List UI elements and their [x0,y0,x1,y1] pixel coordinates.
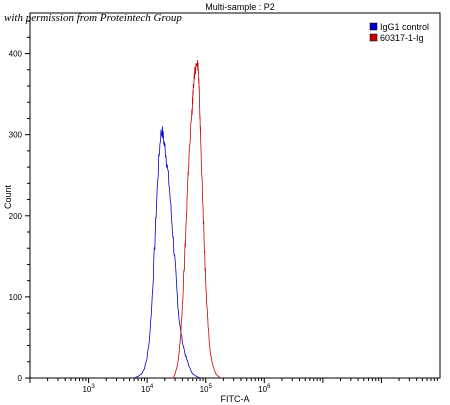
x-tick-exponent: 5 [208,384,212,390]
x-tick-exponent: 3 [91,384,95,390]
y-axis-label: Count [3,185,13,210]
plot-frame [30,13,440,378]
x-tick-exponent: 6 [267,384,271,390]
legend-swatch [370,23,377,30]
y-tick-label: 300 [9,131,23,140]
watermark: with permission from Proteintech Group [4,12,182,24]
series-line-1 [134,126,200,378]
x-tick-label: 106 [258,384,271,394]
chart-title: Multi-sample : P2 [205,2,275,12]
y-tick-label: 100 [9,293,23,302]
legend-label: 60317-1-Ig [380,33,424,43]
legend-label: IgG1 control [380,22,429,32]
x-tick-label: 104 [141,384,154,394]
x-axis-label: FITC-A [221,394,250,404]
x-axis-ticks: 103 104 105 106 [30,378,437,394]
x-tick-label: 103 [82,384,95,394]
series-layer [134,60,221,378]
x-tick-exponent: 4 [150,384,154,390]
y-tick-label: 200 [9,212,23,221]
x-tick-label: 105 [200,384,213,394]
y-tick-label: 0 [18,374,23,383]
y-tick-label: 400 [9,50,23,59]
legend-swatch [370,34,377,41]
